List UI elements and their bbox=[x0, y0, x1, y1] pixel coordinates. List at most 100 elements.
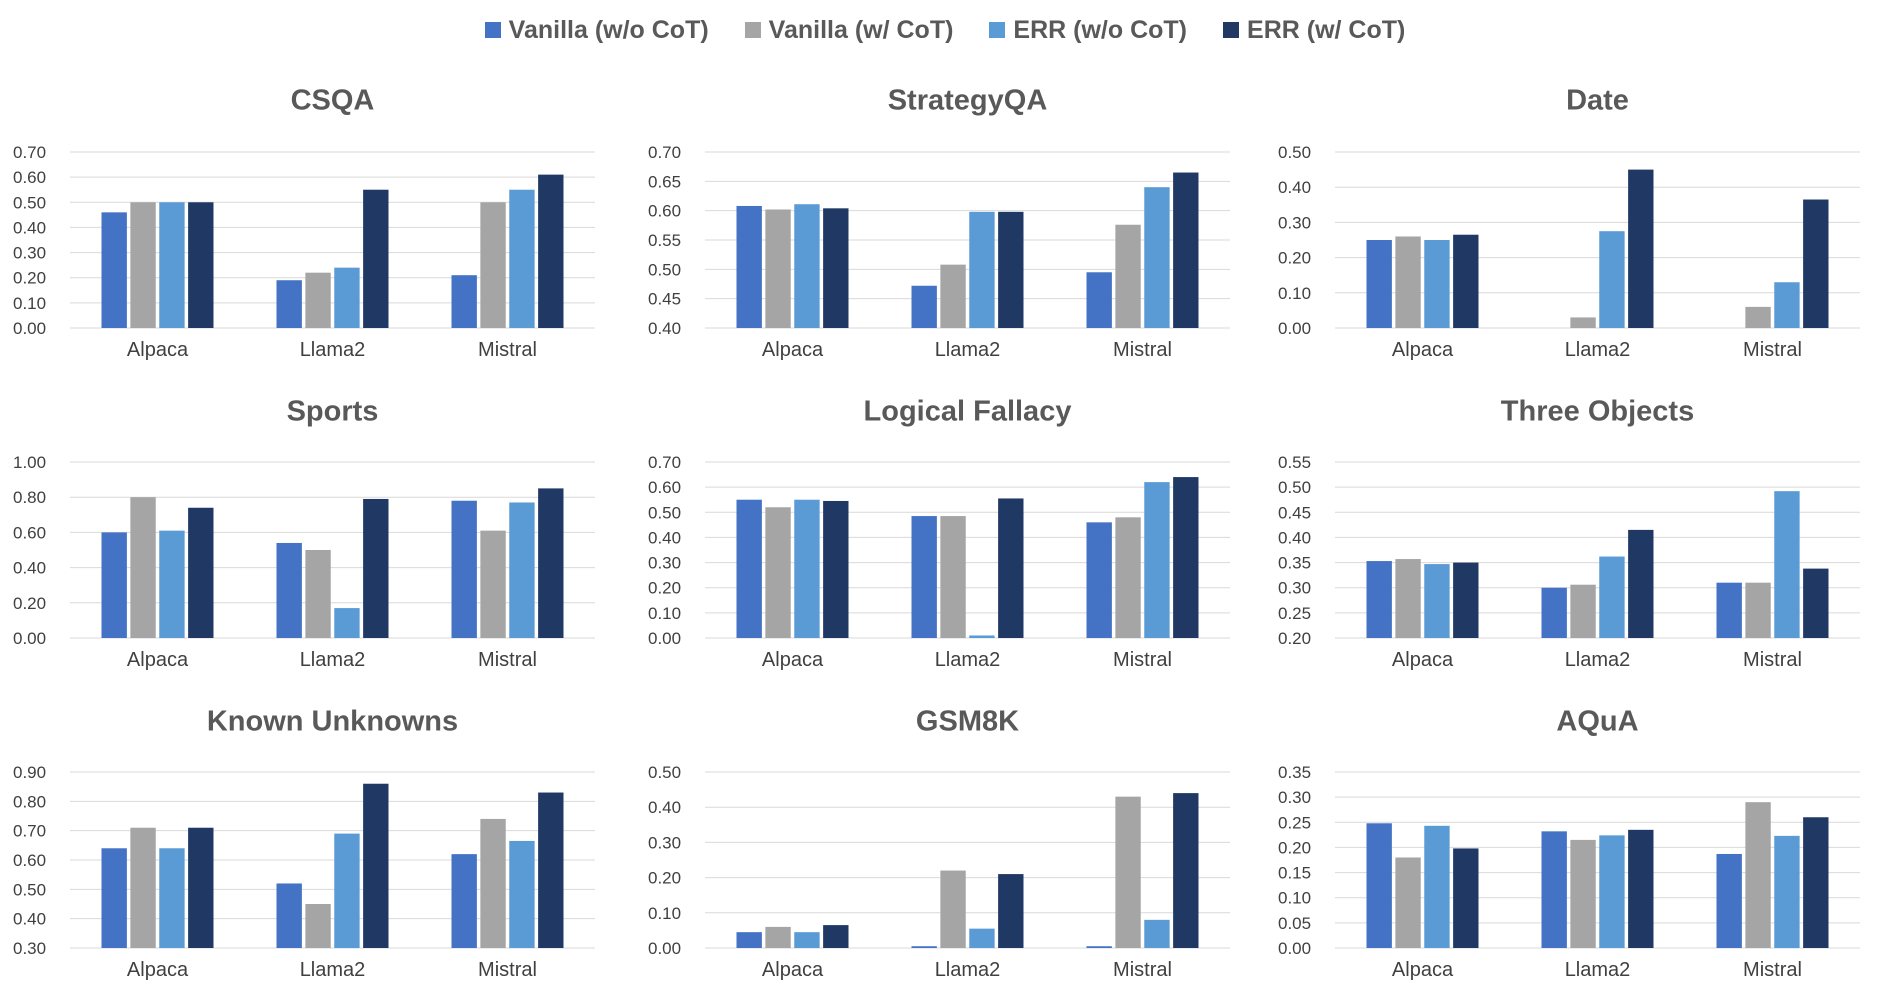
bar bbox=[159, 848, 185, 948]
bar bbox=[101, 848, 127, 948]
y-tick-label: 0.35 bbox=[1278, 554, 1311, 573]
y-tick-label: 0.20 bbox=[1278, 838, 1311, 857]
bar bbox=[1803, 568, 1829, 638]
y-tick-label: 0.30 bbox=[1278, 788, 1311, 807]
bar bbox=[1453, 562, 1479, 638]
bar bbox=[1803, 199, 1829, 328]
x-tick-label: Alpaca bbox=[127, 339, 189, 361]
bar bbox=[911, 946, 937, 948]
y-tick-label: 0.00 bbox=[1278, 939, 1311, 958]
bar bbox=[998, 498, 1024, 638]
y-tick-label: 0.25 bbox=[1278, 604, 1311, 623]
legend-swatch bbox=[484, 22, 501, 38]
x-tick-label: Alpaca bbox=[762, 339, 824, 361]
bar bbox=[1541, 831, 1567, 948]
y-tick-label: 0.40 bbox=[1278, 178, 1311, 197]
y-tick-label: 0.40 bbox=[13, 218, 46, 237]
bar bbox=[1774, 835, 1800, 948]
bar bbox=[1599, 835, 1625, 948]
y-tick-label: 0.70 bbox=[13, 143, 46, 162]
bar bbox=[1115, 224, 1141, 328]
y-tick-label: 0.50 bbox=[1278, 478, 1311, 497]
bar bbox=[1173, 477, 1199, 638]
legend-label: ERR (w/o CoT) bbox=[1013, 15, 1188, 44]
bar bbox=[1774, 491, 1800, 638]
bar bbox=[1745, 802, 1771, 948]
bar bbox=[130, 827, 156, 948]
y-tick-label: 0.55 bbox=[648, 231, 681, 250]
y-tick-label: 1.00 bbox=[13, 453, 46, 472]
bar bbox=[538, 792, 564, 948]
y-tick-label: 0.30 bbox=[1278, 579, 1311, 598]
y-tick-label: 0.00 bbox=[648, 629, 681, 648]
bar bbox=[765, 209, 791, 328]
bar bbox=[1424, 825, 1450, 948]
bar bbox=[1395, 236, 1421, 328]
bar bbox=[1541, 587, 1567, 638]
bar bbox=[1745, 306, 1771, 328]
x-tick-label: Mistral bbox=[1743, 649, 1802, 671]
y-tick-label: 0.90 bbox=[13, 763, 46, 782]
bar bbox=[1803, 817, 1829, 948]
x-tick-label: Mistral bbox=[478, 649, 537, 671]
bar bbox=[823, 208, 849, 328]
x-tick-label: Alpaca bbox=[1392, 339, 1454, 361]
y-tick-label: 0.20 bbox=[1278, 249, 1311, 268]
bar bbox=[1716, 582, 1742, 638]
bar bbox=[159, 202, 185, 328]
bar bbox=[305, 550, 331, 638]
legend-swatch bbox=[989, 22, 1006, 38]
bar bbox=[1453, 234, 1479, 328]
bar bbox=[1570, 839, 1596, 948]
chart-title: Date bbox=[1566, 85, 1629, 117]
bar bbox=[538, 174, 564, 328]
legend-label: Vanilla (w/o CoT) bbox=[508, 15, 709, 44]
y-tick-label: 0.20 bbox=[1278, 629, 1311, 648]
x-tick-label: Alpaca bbox=[1392, 959, 1454, 981]
bar bbox=[188, 202, 214, 328]
bar bbox=[1774, 282, 1800, 328]
y-tick-label: 0.40 bbox=[648, 798, 681, 817]
y-tick-label: 0.70 bbox=[648, 143, 681, 162]
x-tick-label: Llama2 bbox=[935, 959, 1001, 981]
y-tick-label: 0.50 bbox=[1278, 143, 1311, 162]
x-tick-label: Mistral bbox=[1743, 959, 1802, 981]
bar bbox=[451, 500, 477, 638]
bar bbox=[765, 507, 791, 638]
x-tick-label: Llama2 bbox=[935, 339, 1001, 361]
y-tick-label: 0.55 bbox=[1278, 453, 1311, 472]
bar bbox=[911, 285, 937, 328]
y-tick-label: 0.70 bbox=[648, 453, 681, 472]
bar bbox=[794, 499, 820, 638]
y-tick-label: 0.15 bbox=[1278, 864, 1311, 883]
bar bbox=[1424, 564, 1450, 638]
x-tick-label: Mistral bbox=[478, 339, 537, 361]
chart-title: AQuA bbox=[1556, 706, 1638, 738]
y-tick-label: 0.00 bbox=[13, 629, 46, 648]
bar bbox=[101, 532, 127, 638]
y-tick-label: 0.10 bbox=[1278, 889, 1311, 908]
y-tick-label: 0.00 bbox=[13, 319, 46, 338]
y-tick-label: 0.50 bbox=[13, 880, 46, 899]
bar bbox=[451, 275, 477, 328]
bar bbox=[1144, 919, 1170, 948]
bar bbox=[1570, 584, 1596, 638]
chart-panel: AQuA 0.00 0.05 0.10 0.15 0.20 0.25 0.30 0.35 Alpa… bbox=[1278, 706, 1860, 981]
y-tick-label: 0.60 bbox=[13, 523, 46, 542]
bar bbox=[998, 211, 1024, 328]
y-tick-label: 0.65 bbox=[648, 172, 681, 191]
bar bbox=[334, 608, 360, 638]
bar bbox=[363, 783, 389, 948]
bar bbox=[1366, 561, 1392, 638]
bar bbox=[1366, 240, 1392, 328]
x-tick-label: Llama2 bbox=[300, 649, 366, 671]
x-tick-label: Mistral bbox=[1113, 339, 1172, 361]
bar bbox=[736, 499, 762, 638]
bar bbox=[1115, 796, 1141, 948]
x-tick-label: Llama2 bbox=[1565, 649, 1631, 671]
bar bbox=[480, 202, 506, 328]
bar bbox=[159, 530, 185, 638]
bar bbox=[736, 932, 762, 948]
y-tick-label: 0.60 bbox=[13, 851, 46, 870]
